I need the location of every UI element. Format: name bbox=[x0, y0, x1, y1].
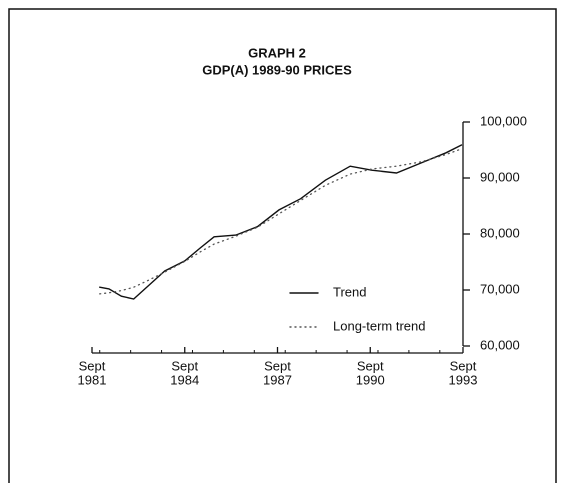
x-tick-label: Sept bbox=[171, 358, 198, 373]
y-tick-label: 70,000 bbox=[480, 281, 520, 296]
x-tick-label: Sept bbox=[79, 358, 106, 373]
y-tick-label: 60,000 bbox=[480, 337, 520, 352]
x-tick-label: 1984 bbox=[170, 372, 199, 387]
chart-subtitle: GDP(A) 1989-90 PRICES bbox=[202, 62, 352, 77]
y-tick-label: 90,000 bbox=[480, 169, 520, 184]
x-tick-label: Sept bbox=[357, 358, 384, 373]
x-tick-label: 1990 bbox=[356, 372, 385, 387]
x-tick-label: 1987 bbox=[263, 372, 292, 387]
legend-label: Long-term trend bbox=[333, 318, 426, 333]
frame bbox=[8, 8, 557, 483]
series-line bbox=[99, 144, 463, 300]
chart-title: GRAPH 2 bbox=[248, 45, 306, 60]
x-tick-label: Sept bbox=[264, 358, 291, 373]
x-tick-label: 1981 bbox=[78, 372, 107, 387]
series-line bbox=[99, 148, 463, 295]
x-tick-label: 1993 bbox=[449, 372, 478, 387]
legend-label: Trend bbox=[333, 284, 366, 299]
x-tick-label: Sept bbox=[450, 358, 477, 373]
y-tick-label: 80,000 bbox=[480, 225, 520, 240]
y-tick-label: 100,000 bbox=[480, 113, 527, 128]
